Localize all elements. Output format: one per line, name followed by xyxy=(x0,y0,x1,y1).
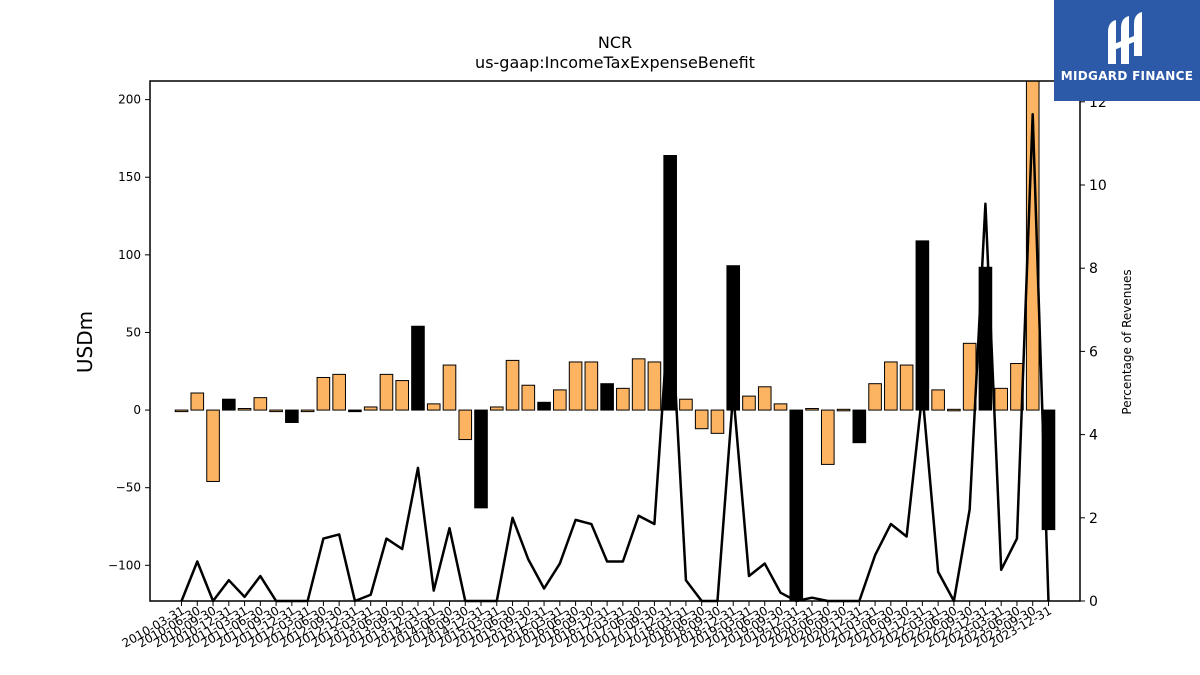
y2-tick-label: 0 xyxy=(1089,594,1098,610)
bar-2014-12-31 xyxy=(474,409,488,509)
bar-2010-12-31 xyxy=(222,398,236,411)
bar-2021-12-31 xyxy=(915,240,930,411)
y2-tick-label: 4 xyxy=(1089,428,1098,444)
bar-2016-03-31 xyxy=(553,389,567,411)
bar-2017-03-31 xyxy=(616,387,630,411)
bar-2010-06-30 xyxy=(190,392,205,411)
y2-tick-label: 2 xyxy=(1089,511,1098,527)
bar-2019-12-31 xyxy=(789,409,804,602)
bar-2020-09-30 xyxy=(836,408,851,412)
bar-2011-06-30 xyxy=(253,397,268,411)
bar-2012-09-30 xyxy=(332,373,346,411)
bar-2013-06-30 xyxy=(379,373,394,411)
bar-2016-06-30 xyxy=(568,361,583,411)
bar-2018-12-31 xyxy=(726,265,741,411)
y-tick-label: 100 xyxy=(118,248,141,262)
bar-2015-09-30 xyxy=(521,384,536,411)
y-tick-label: −100 xyxy=(108,558,141,572)
bar-2021-06-30 xyxy=(884,361,898,411)
bar-series xyxy=(174,80,1056,602)
y2-tick-label: 10 xyxy=(1089,178,1107,194)
bar-2018-06-30 xyxy=(694,409,709,430)
y-axis-label: USDm xyxy=(73,311,97,373)
chart-title: NCR xyxy=(598,33,632,52)
bar-2020-06-30 xyxy=(820,409,835,465)
bar-2012-12-31 xyxy=(348,409,362,413)
bar-2019-03-31 xyxy=(742,395,756,411)
bar-2020-12-31 xyxy=(852,409,867,444)
bar-2010-03-31 xyxy=(174,409,189,413)
bar-2015-03-31 xyxy=(489,406,504,411)
bar-2011-03-31 xyxy=(237,408,252,411)
bar-2016-09-30 xyxy=(584,361,599,411)
y2-tick-label: 6 xyxy=(1089,344,1098,360)
axes: −100−500501001502000246810122010-03-3120… xyxy=(108,80,1107,650)
percentage-line xyxy=(180,113,1050,603)
bar-2018-03-31 xyxy=(679,398,693,411)
y-tick-label: 150 xyxy=(118,170,141,184)
bar-2014-09-30 xyxy=(458,409,473,441)
bar-2012-03-31 xyxy=(300,409,315,413)
brand-logo: MIDGARD FINANCE xyxy=(1054,0,1200,101)
bar-2013-12-31 xyxy=(411,325,425,411)
bar-2012-06-30 xyxy=(316,376,331,411)
bar-2011-09-30 xyxy=(269,409,283,413)
y-tick-label: 200 xyxy=(118,93,141,107)
logo-mark-icon xyxy=(1108,12,1142,64)
line-series xyxy=(180,113,1050,603)
plot-frame xyxy=(149,80,1081,602)
bar-2021-09-30 xyxy=(899,364,914,411)
bar-2016-12-31 xyxy=(600,383,614,411)
bar-2022-06-30 xyxy=(947,408,961,412)
bar-2015-06-30 xyxy=(505,359,520,411)
bar-2017-09-30 xyxy=(647,361,662,411)
y2-axis-label: Percentage of Revenues xyxy=(1120,269,1134,414)
bar-2014-06-30 xyxy=(442,364,457,411)
bar-2013-09-30 xyxy=(395,380,410,411)
bar-2020-03-31 xyxy=(805,408,819,411)
logo-text: MIDGARD FINANCE xyxy=(1060,69,1194,83)
bar-2023-03-31 xyxy=(994,387,1008,411)
y2-tick-label: 8 xyxy=(1089,261,1098,277)
bar-2010-09-30 xyxy=(206,409,220,482)
bar-2013-03-31 xyxy=(363,406,378,411)
y-tick-label: 0 xyxy=(133,403,141,417)
bar-2021-03-31 xyxy=(868,383,882,411)
y-tick-label: −50 xyxy=(116,481,141,495)
bar-2011-12-31 xyxy=(285,409,299,423)
bar-2019-09-30 xyxy=(773,403,788,411)
y-tick-label: 50 xyxy=(126,325,141,339)
bar-2015-12-31 xyxy=(537,401,551,411)
bar-2019-06-30 xyxy=(757,386,772,411)
bar-2022-03-31 xyxy=(931,389,945,411)
bar-2018-09-30 xyxy=(710,409,725,434)
bar-2017-06-30 xyxy=(631,358,646,411)
chart-subtitle: us-gaap:IncomeTaxExpenseBenefit xyxy=(475,53,755,72)
bar-2014-03-31 xyxy=(426,403,441,411)
